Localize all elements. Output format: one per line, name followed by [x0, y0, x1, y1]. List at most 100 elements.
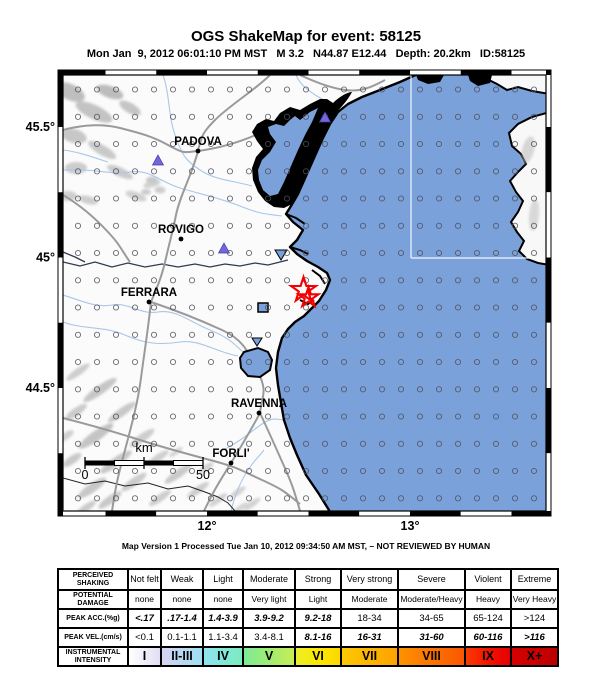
grid-dot — [207, 113, 215, 120]
intensity-legend-table: PERCEIVED SHAKING Not felt Weak Light Modera… — [57, 568, 559, 667]
legend-cell: none — [202, 589, 242, 608]
legend-cell: 0.1-1.1 — [160, 627, 202, 646]
legend-cell: 3.9-9.2 — [242, 608, 294, 627]
grid-dot — [264, 168, 272, 175]
grid-dot — [245, 495, 253, 502]
grid-dot — [321, 140, 329, 148]
map-version-note: Map Version 1 Processed Tue Jan 10, 2012… — [121, 541, 491, 551]
border-segment — [58, 75, 63, 127]
grid-dot — [416, 249, 424, 257]
grid-dot — [264, 304, 272, 311]
grid-dot — [511, 386, 519, 393]
grid-dot — [207, 222, 215, 229]
grid-dot — [492, 440, 500, 447]
grid-dot — [435, 358, 443, 366]
region-boundaries — [63, 251, 289, 268]
grid-dot — [150, 413, 158, 420]
grid-dot — [112, 249, 120, 257]
grid-dot — [435, 277, 443, 284]
po-delta — [285, 213, 326, 306]
grid-dot — [454, 386, 462, 393]
grid-dot — [150, 222, 158, 229]
grid-dot — [169, 386, 177, 393]
grid-dot — [188, 140, 196, 148]
legend-cell: none — [127, 589, 160, 608]
border-segment — [359, 70, 410, 75]
grid-dot — [492, 195, 500, 202]
boundary-south — [63, 477, 236, 511]
grid-dot — [530, 195, 538, 202]
legend-intensity-cell: IV — [202, 646, 242, 665]
grid-dot — [283, 331, 291, 338]
grid-dot — [74, 386, 82, 393]
grid-dot — [226, 140, 234, 148]
grid-dot — [530, 386, 538, 393]
legend-cell: 18-34 — [340, 608, 397, 627]
legend-intensity-cell: VIII — [397, 646, 464, 665]
legend-cell: 34-65 — [397, 608, 464, 627]
grid-dot — [302, 386, 310, 393]
grid-dot — [283, 140, 291, 148]
grid-dot — [245, 277, 253, 284]
grid-dot — [131, 249, 139, 257]
legend-cell: Extreme — [510, 570, 557, 589]
grid-dot — [245, 86, 253, 93]
grid-dot — [359, 86, 367, 93]
grid-dot — [378, 222, 386, 229]
scale-start-label: 0 — [82, 468, 89, 482]
grid-dot — [321, 386, 329, 393]
grid-dot — [207, 413, 215, 420]
grid-dot — [511, 277, 519, 284]
grid-dot — [131, 277, 139, 284]
grid-dot — [378, 140, 386, 148]
grid-dot — [302, 495, 310, 502]
border-segment — [308, 511, 360, 516]
grid-dot — [416, 86, 424, 93]
grid-dot — [397, 467, 405, 475]
grid-dot — [283, 168, 291, 175]
grid-dot — [473, 86, 481, 93]
grid-dot — [378, 304, 386, 311]
grid-dot — [340, 195, 348, 202]
grid-dot — [435, 440, 443, 447]
grid-dot — [74, 140, 82, 148]
grid-dot — [473, 222, 481, 229]
border-segment — [257, 511, 309, 516]
grid-dot — [492, 86, 500, 93]
grid-dot — [416, 331, 424, 338]
grid-dot — [321, 440, 329, 447]
legend-intensity-cell: V — [242, 646, 294, 665]
grid-dot — [321, 304, 329, 311]
grid-dot — [511, 222, 519, 229]
grid-dot — [435, 304, 443, 311]
city-dot — [146, 299, 152, 305]
border-segment — [207, 511, 258, 516]
grid-dot — [188, 113, 196, 120]
axis-labels: 45.5° 45° 44.5° 12° 13° — [26, 120, 420, 533]
grid-dot — [74, 249, 82, 257]
grid-dot — [378, 440, 386, 447]
grid-dot — [188, 467, 196, 475]
grid-dot — [473, 195, 481, 202]
grid-dot — [530, 358, 538, 366]
grid-dot — [530, 277, 538, 284]
grid-dot — [454, 140, 462, 148]
grid-dot — [340, 222, 348, 229]
grid-dot — [435, 331, 443, 338]
grid-dot — [264, 467, 272, 475]
grid-dot — [492, 304, 500, 311]
grid-dot — [169, 140, 177, 148]
border-segment — [460, 70, 512, 75]
grid-dot — [93, 222, 101, 229]
grid-dot — [188, 195, 196, 202]
grid-dot — [93, 331, 101, 338]
grid-dot — [226, 386, 234, 393]
grid-dot — [435, 495, 443, 502]
grid-dot — [131, 304, 139, 311]
border-segment — [546, 127, 551, 193]
grid-dot — [492, 495, 500, 502]
grid-dot — [416, 222, 424, 229]
grid-dot — [492, 249, 500, 257]
grid-dot — [150, 440, 158, 447]
